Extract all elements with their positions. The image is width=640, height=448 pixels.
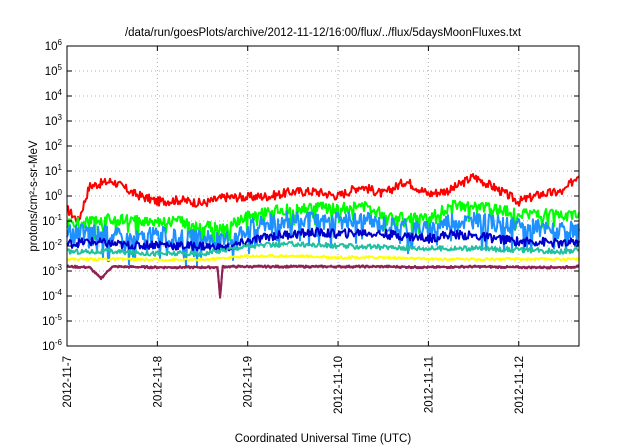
y-tick-label: 106	[45, 38, 63, 53]
y-tick-labels: 10-610-510-410-310-210-11001011021031041…	[42, 38, 62, 353]
x-tick-labels: 2012-11-7 2012-11-8 2012-11-9 2012-11-10 201…	[62, 356, 526, 414]
y-tick-label-base: 10	[42, 291, 55, 303]
y-axis-label: protons/cm²-s-sr-MeV	[28, 140, 40, 252]
y-tick-label-base: 10	[42, 341, 55, 353]
series-line-4	[66, 227, 580, 253]
y-tick-label: 10-2	[42, 238, 62, 253]
x-tick-label: 2012-11-10	[333, 356, 345, 414]
y-tick-label: 10-1	[42, 213, 62, 228]
y-tick-label-exponent: -1	[55, 213, 63, 222]
x-tick-label: 2012-11-9	[243, 356, 255, 408]
series-line-6	[66, 253, 580, 262]
y-tick-label: 105	[45, 63, 63, 78]
x-tick-label: 2012-11-12	[514, 356, 526, 414]
y-tick-label-base: 10	[42, 316, 55, 328]
y-tick-label: 10-4	[42, 288, 62, 303]
x-tick-label: 2012-11-8	[152, 356, 164, 408]
y-tick-label: 102	[45, 138, 63, 153]
y-tick-label-exponent: -6	[55, 338, 63, 347]
y-tick-label-exponent: 0	[58, 188, 63, 197]
x-axis-label: Coordinated Universal Time (UTC)	[235, 433, 412, 445]
y-tick-label: 10-6	[42, 338, 62, 353]
y-tick-label-exponent: 2	[58, 138, 63, 147]
chart-title: /data/run/goesPlots/archive/2012-11-12/1…	[125, 27, 522, 39]
y-tick-label-exponent: 1	[58, 163, 63, 172]
series-group	[66, 173, 580, 299]
series-line-1	[66, 173, 580, 224]
x-tick-label: 2012-11-7	[62, 356, 74, 408]
x-tick-label: 2012-11-11	[423, 356, 435, 413]
y-tick-label-base: 10	[45, 41, 58, 53]
y-tick-label-base: 10	[45, 66, 58, 78]
y-tick-label-base: 10	[45, 191, 58, 203]
y-tick-label: 104	[45, 88, 63, 103]
series-line-2	[66, 199, 580, 245]
y-tick-label-exponent: 6	[58, 38, 63, 47]
y-tick-label-base: 10	[45, 141, 58, 153]
series-line-5	[66, 240, 580, 257]
y-tick-label-exponent: -2	[55, 238, 63, 247]
y-tick-label: 100	[45, 188, 63, 203]
y-tick-label-exponent: 4	[58, 88, 63, 97]
y-tick-label-exponent: -5	[55, 313, 63, 322]
y-tick-label: 103	[45, 113, 63, 128]
y-tick-label: 101	[45, 163, 63, 178]
y-tick-label-base: 10	[45, 166, 58, 178]
y-tick-label-base: 10	[45, 116, 58, 128]
y-tick-label-exponent: -4	[55, 288, 63, 297]
y-tick-label-base: 10	[45, 91, 58, 103]
series-spike-line	[66, 265, 580, 299]
ticks	[66, 45, 579, 347]
y-tick-label-exponent: 3	[58, 113, 63, 122]
y-tick-label: 10-3	[42, 263, 62, 278]
y-tick-label-exponent: -3	[55, 263, 63, 272]
y-tick-label: 10-5	[42, 313, 62, 328]
y-tick-label-base: 10	[42, 266, 55, 278]
series-line-3	[66, 210, 580, 267]
y-tick-label-base: 10	[42, 216, 55, 228]
y-tick-label-exponent: 5	[58, 63, 63, 72]
y-tick-label-base: 10	[42, 241, 55, 253]
